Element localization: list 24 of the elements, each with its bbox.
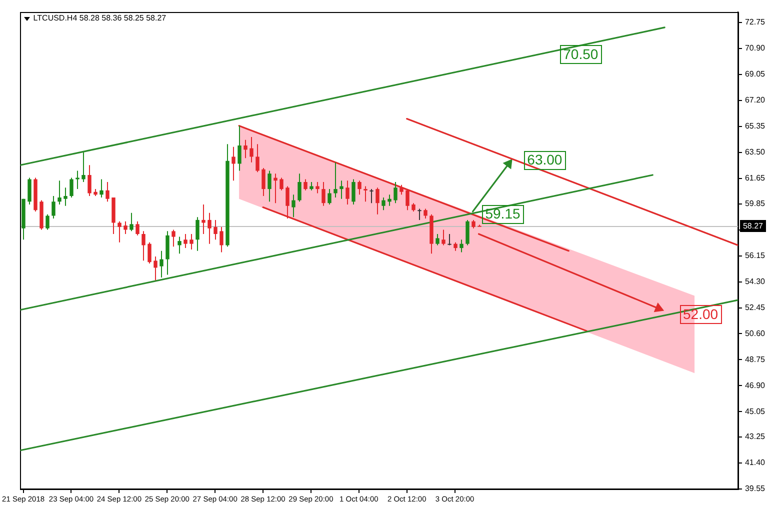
y-tick-label: 70.90 bbox=[744, 44, 766, 53]
ref-line-label: 58.27 bbox=[742, 222, 764, 231]
annotation: 59.15 bbox=[485, 205, 520, 222]
y-tick-label: 69.05 bbox=[744, 70, 766, 79]
y-tick-label: 61.65 bbox=[744, 174, 766, 183]
y-tick-label: 43.25 bbox=[744, 432, 766, 442]
y-tick-label: 45.05 bbox=[744, 406, 766, 416]
annotation: 52.00 bbox=[683, 306, 718, 322]
y-tick-label: 50.60 bbox=[744, 328, 766, 338]
y-tick-label: 63.50 bbox=[744, 148, 766, 157]
chart-title: LTCUSD.H4 58.28 58.36 58.25 58.27 bbox=[33, 14, 167, 23]
y-tick-label: 56.15 bbox=[744, 250, 766, 260]
y-tick-label: 39.55 bbox=[744, 484, 766, 494]
y-tick-label: 67.20 bbox=[744, 96, 766, 105]
y-tick-label: 65.35 bbox=[744, 122, 766, 131]
annotation: 70.50 bbox=[563, 46, 598, 62]
annotation: 63.00 bbox=[527, 151, 562, 168]
y-tick-label: 72.75 bbox=[744, 18, 766, 27]
y-tick-label: 48.75 bbox=[744, 354, 766, 364]
y-tick-label: 54.30 bbox=[744, 276, 766, 286]
y-tick-label: 46.90 bbox=[744, 380, 766, 390]
y-tick-label: 59.85 bbox=[744, 198, 766, 208]
y-tick-label: 41.40 bbox=[744, 458, 766, 468]
y-tick-label: 52.45 bbox=[744, 302, 766, 312]
